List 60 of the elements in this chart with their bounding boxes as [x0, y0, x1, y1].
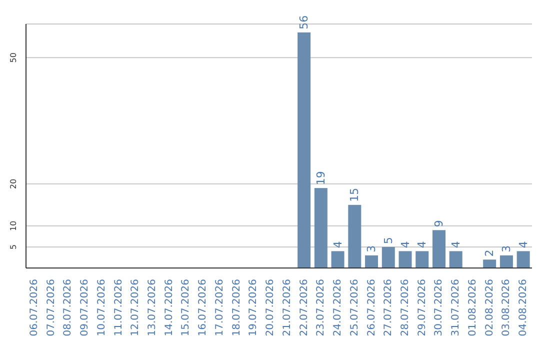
data-label: 19 [314, 171, 328, 186]
y-tick-label: 50 [9, 52, 18, 63]
bar [516, 251, 530, 268]
bar [500, 255, 513, 268]
x-tick-label: 15.07.2026 [180, 279, 192, 336]
bar [432, 230, 446, 268]
bar [416, 251, 429, 268]
data-label: 4 [449, 241, 462, 248]
x-tick-label: 07.07.2026 [46, 279, 57, 336]
data-label: 4 [331, 241, 344, 248]
bar [449, 251, 462, 268]
bar [398, 251, 412, 268]
x-tick-label: 18.07.2026 [231, 279, 242, 336]
x-tick-label: 28.07.2026 [400, 279, 411, 336]
x-tick-label: 23.07.2026 [316, 279, 327, 336]
x-tick-label: 02.08.2026 [484, 279, 496, 336]
x-tick-label: 20.07.2026 [265, 279, 276, 336]
x-tick-label: 12.07.2026 [130, 279, 142, 336]
x-tick-label: 29.07.2026 [416, 279, 428, 336]
data-label: 3 [500, 245, 513, 252]
bar [331, 251, 344, 268]
y-tick-label: 20 [9, 178, 18, 189]
x-tick-label: 09.07.2026 [80, 279, 91, 336]
y-tick-label: 10 [9, 220, 18, 232]
data-label: 56 [298, 15, 311, 30]
data-label: 15 [348, 188, 362, 202]
bar [314, 188, 328, 268]
x-tick-label: 06.07.2026 [28, 279, 40, 336]
bar [365, 255, 378, 268]
bar [348, 204, 362, 268]
bar [298, 32, 311, 268]
x-tick-label: 01.08.2026 [467, 279, 478, 336]
x-tick-label: 11.07.2026 [113, 279, 124, 336]
x-tick-label: 03.08.2026 [501, 279, 512, 336]
data-label: 3 [365, 245, 378, 252]
data-label: 4 [398, 241, 412, 248]
data-label: 4 [516, 241, 530, 248]
data-label: 9 [432, 220, 446, 228]
x-tick-label: 26.07.2026 [366, 279, 378, 336]
y-tick-label: 5 [9, 244, 18, 250]
x-tick-label: 30.07.2026 [434, 279, 445, 336]
x-tick-label: 19.07.2026 [248, 279, 260, 336]
x-tick-label: 17.07.2026 [214, 279, 226, 336]
x-tick-label: 16.07.2026 [198, 279, 209, 336]
data-label: 5 [382, 236, 395, 244]
x-tick-label: 22.07.2026 [298, 279, 310, 336]
data-label: 2 [483, 250, 496, 257]
x-tick-label: 04.08.2026 [518, 279, 530, 336]
bar [483, 260, 496, 268]
x-tick-label: 13.07.2026 [147, 279, 158, 336]
x-tick-label: 14.07.2026 [164, 279, 175, 336]
x-tick-label: 21.07.2026 [282, 279, 293, 336]
x-tick-label: 27.07.2026 [383, 279, 394, 336]
x-tick-label: 25.07.2026 [349, 279, 360, 336]
data-label: 4 [416, 241, 429, 248]
x-tick-label: 08.07.2026 [62, 279, 74, 336]
x-tick-label: 10.07.2026 [96, 279, 108, 336]
bar [382, 246, 395, 268]
x-tick-label: 24.07.2026 [332, 279, 344, 336]
x-tick-label: 31.07.2026 [450, 279, 462, 336]
